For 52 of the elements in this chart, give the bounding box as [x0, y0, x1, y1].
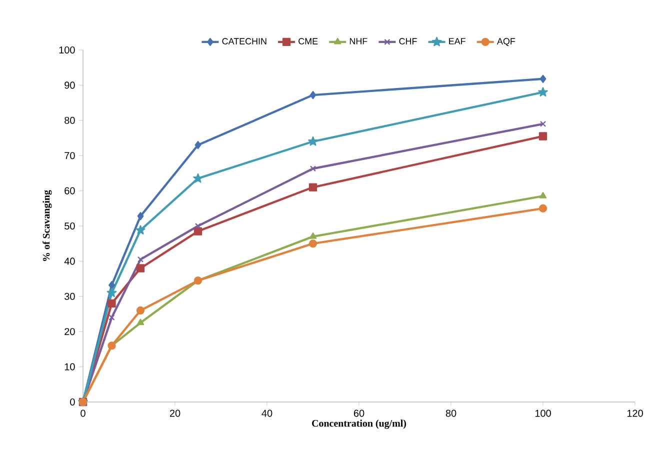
x-tick-label: 0: [80, 410, 86, 417]
point: [136, 318, 144, 326]
point: [194, 140, 202, 150]
point: [136, 225, 146, 234]
point: [137, 212, 144, 220]
point: [137, 256, 144, 263]
point: [538, 87, 548, 97]
point: [540, 120, 546, 127]
point: [106, 288, 117, 298]
x-tick-label: 40: [262, 410, 272, 417]
y-tick-label: 30: [64, 292, 75, 300]
x-tick-label: 60: [354, 410, 364, 417]
x-axis-title: Concentration (ug/ml): [312, 420, 406, 429]
point: [538, 132, 548, 140]
point: [308, 183, 318, 192]
y-tick-label: 90: [64, 82, 75, 89]
point: [108, 299, 116, 308]
x-tick-label: 100: [535, 410, 551, 417]
x-tick-label: 20: [170, 410, 180, 417]
point: [136, 264, 145, 272]
y-tick-label: 40: [64, 258, 75, 265]
y-tick-label: 70: [64, 152, 75, 160]
legend-label: CHF: [399, 38, 417, 44]
y-tick-label: 0: [70, 398, 75, 406]
y-axis-title: % of Scavanging: [42, 190, 52, 261]
x-tick-label: 80: [446, 410, 456, 417]
y-tick-label: 100: [59, 46, 75, 54]
point: [309, 232, 317, 239]
y-tick-label: 20: [64, 328, 75, 336]
x-tick-label: 120: [627, 410, 643, 417]
legend-label: CATECHIN: [222, 38, 266, 44]
point: [310, 166, 316, 172]
legend-label: AQF: [496, 38, 516, 46]
point: [108, 281, 115, 290]
point: [539, 192, 547, 198]
point: [108, 314, 115, 321]
y-tick-label: 80: [64, 116, 75, 124]
legend-label: EAF: [449, 38, 466, 44]
point: [308, 240, 318, 248]
point: [308, 136, 318, 146]
point: [538, 204, 548, 212]
y-tick-label: 50: [64, 222, 75, 230]
point: [193, 173, 203, 183]
y-tick-label: 10: [64, 363, 75, 370]
point: [310, 90, 316, 100]
legend-label: NHF: [350, 38, 368, 44]
point: [194, 222, 202, 230]
point: [540, 74, 546, 83]
y-tick-label: 60: [64, 187, 75, 194]
legend-label: CME: [298, 38, 318, 44]
point: [194, 227, 202, 236]
point: [136, 306, 145, 315]
